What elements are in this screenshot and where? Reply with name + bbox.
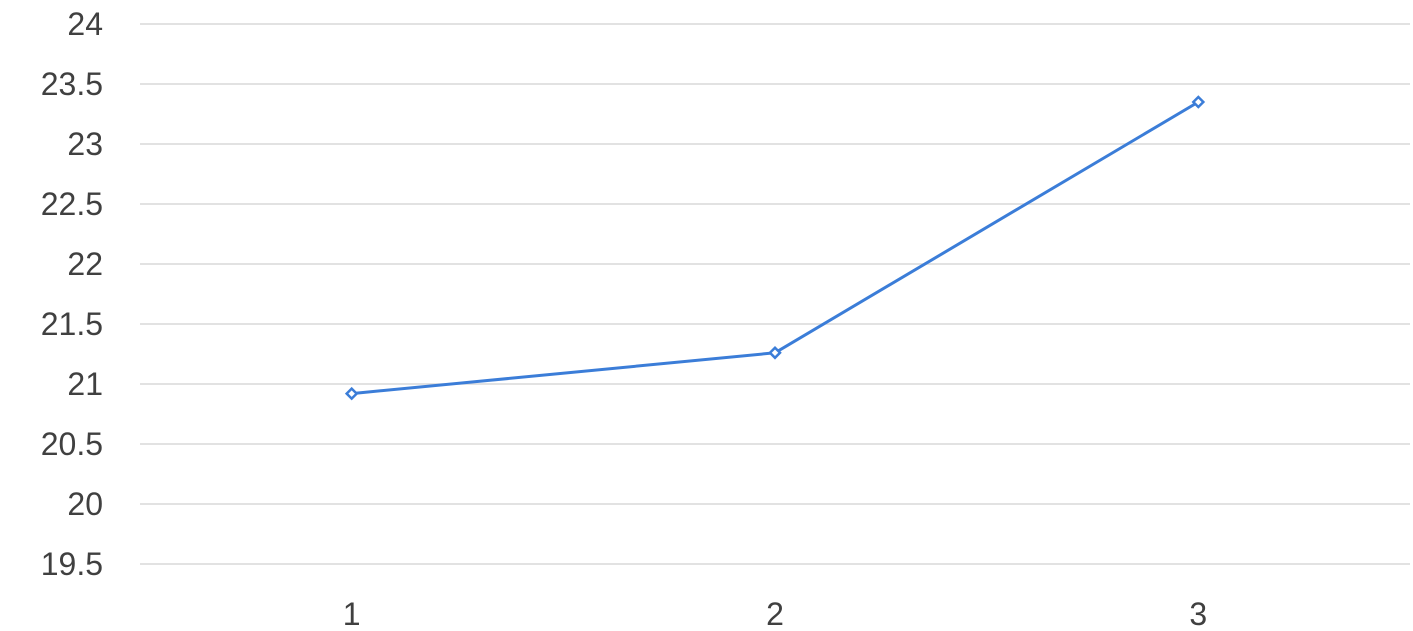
data-point-marker [344, 386, 359, 401]
data-point-marker [1191, 95, 1206, 109]
y-tick-label: 24 [67, 6, 103, 42]
y-tick-label: 21.5 [41, 306, 103, 342]
x-tick-label: 2 [766, 596, 784, 631]
data-point-marker [768, 346, 782, 360]
y-tick-label: 20.5 [41, 426, 103, 462]
gridlines [140, 23, 1410, 565]
y-tick-label: 23.5 [41, 66, 103, 102]
x-tick-label: 1 [343, 596, 361, 631]
y-tick-label: 22.5 [41, 186, 103, 222]
y-tick-label: 20 [67, 486, 103, 522]
x-axis-tick-labels: 1 2 3 [343, 596, 1207, 631]
y-tick-label: 19.5 [41, 546, 103, 582]
y-tick-label: 22 [67, 246, 103, 282]
y-tick-label: 21 [67, 366, 103, 402]
y-tick-label: 23 [67, 126, 103, 162]
series-group [344, 95, 1206, 401]
x-tick-label: 3 [1189, 596, 1207, 631]
y-axis-tick-labels: 19.5 20 20.5 21 21.5 22 22.5 23 23.5 24 [41, 6, 103, 582]
